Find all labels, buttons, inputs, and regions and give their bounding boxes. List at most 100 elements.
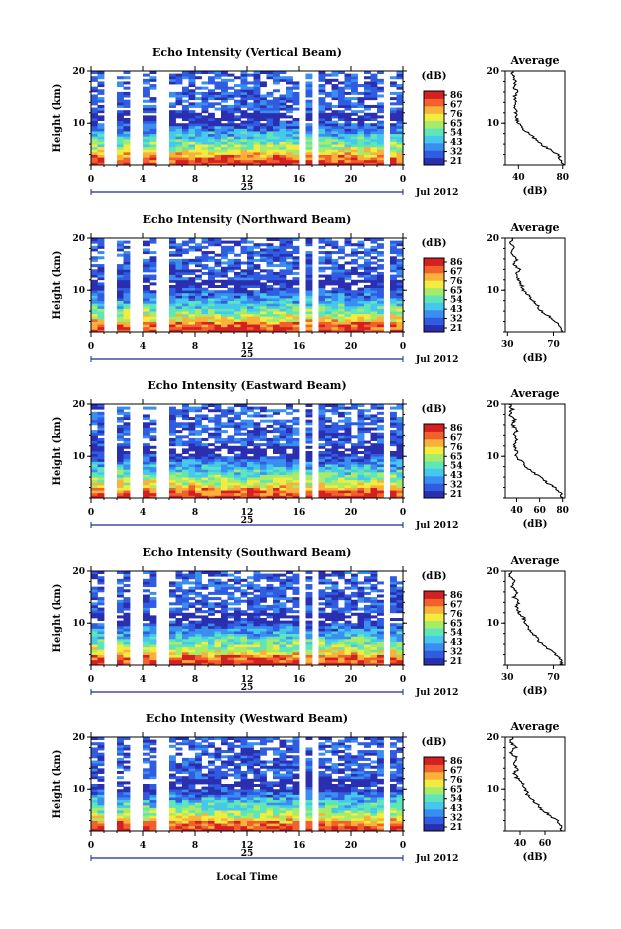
heatmap-cell: [338, 646, 345, 650]
heatmap-cell: [273, 264, 280, 268]
heatmap-cell: [351, 586, 358, 590]
heatmap-cell: [390, 298, 397, 302]
heatmap-cell: [208, 78, 215, 82]
heatmap-cell: [221, 458, 228, 462]
heatmap-cell: [273, 654, 280, 658]
heatmap-cell: [143, 417, 150, 421]
heatmap-cell: [214, 625, 222, 629]
heatmap-cell: [318, 414, 326, 418]
heatmap-cell: [266, 151, 274, 155]
heatmap-cell: [279, 115, 287, 119]
heatmap-cell: [149, 430, 157, 434]
heatmap-cell: [253, 422, 261, 426]
heatmap-cell: [201, 424, 209, 428]
heatmap-cell: [97, 91, 105, 95]
heatmap-cell: [338, 461, 345, 465]
heatmap-cell: [318, 154, 326, 158]
heatmap-cell: [266, 430, 274, 434]
heatmap-cell: [247, 479, 254, 483]
heatmap-cell: [279, 269, 287, 273]
heatmap-cell: [182, 654, 189, 658]
heatmap-cell: [364, 97, 371, 101]
heatmap-cell: [364, 464, 371, 468]
heatmap-cell: [396, 482, 404, 486]
heatmap-cell: [149, 435, 157, 439]
heatmap-cell: [149, 125, 157, 129]
heatmap-cell: [266, 662, 274, 666]
heatmap-cell: [149, 133, 157, 137]
heatmap-cell: [331, 305, 339, 309]
heatmap-cell: [214, 144, 222, 148]
heatmap-cell: [390, 495, 397, 499]
heatmap-cell: [318, 636, 326, 640]
heatmap-cell: [357, 321, 365, 325]
heatmap-cell: [149, 269, 157, 273]
heatmap-cell: [253, 76, 261, 80]
heatmap-cell: [117, 303, 124, 307]
heatmap-cell: [286, 659, 293, 663]
heatmap-cell: [97, 474, 105, 478]
heatmap-cell: [318, 651, 326, 655]
heatmap-cell: [279, 482, 287, 486]
heatmap-cell: [292, 138, 300, 142]
heatmap-cell: [279, 303, 287, 307]
heatmap-cell: [188, 576, 196, 580]
heatmap-cell: [240, 318, 248, 322]
heatmap-cell: [344, 578, 352, 582]
heatmap-cell: [344, 136, 352, 140]
colorbar-tick-label: 21: [450, 490, 463, 500]
heatmap-cell: [331, 162, 339, 166]
heatmap-cell: [227, 636, 235, 640]
heatmap-cell: [234, 318, 241, 322]
heatmap-cell: [195, 162, 202, 166]
heatmap-cell: [266, 657, 274, 661]
heatmap-cell: [390, 112, 397, 116]
heatmap-cell: [240, 654, 248, 658]
heatmap-cell: [201, 487, 209, 491]
heatmap-cell: [305, 285, 313, 289]
heatmap-cell: [143, 435, 150, 439]
heatmap-cell: [260, 649, 267, 653]
heatmap-cell: [117, 141, 124, 145]
heatmap-cell: [201, 245, 209, 249]
colorbar-swatch: [424, 272, 444, 281]
heatmap-cell: [188, 311, 196, 315]
heatmap-cell: [227, 110, 235, 114]
heatmap-cell: [273, 458, 280, 462]
heatmap-cell: [390, 136, 397, 140]
heatmap-cell: [318, 282, 326, 286]
heatmap-cell: [370, 86, 378, 90]
heatmap-cell: [227, 659, 235, 663]
heatmap-cell: [214, 136, 222, 140]
heatmap-cell: [390, 243, 397, 247]
heatmap-cell: [338, 154, 345, 158]
heatmap-cell: [305, 264, 313, 268]
heatmap-cell: [175, 81, 183, 85]
heatmap-cell: [91, 448, 98, 452]
heatmap-cell: [234, 445, 241, 449]
heatmap-cell: [195, 628, 202, 632]
heatmap-cell: [253, 435, 261, 439]
heatmap-cell: [318, 78, 326, 82]
heatmap-cell: [357, 264, 365, 268]
heatmap-cell: [266, 245, 274, 249]
heatmap-cell: [351, 633, 358, 637]
heatmap-cell: [240, 261, 248, 265]
heatmap-cell: [123, 607, 131, 611]
heatmap-cell: [286, 427, 293, 431]
heatmap-cell: [325, 120, 332, 124]
heatmap-cell: [221, 424, 228, 428]
heatmap-cell: [390, 285, 397, 289]
x-tick-label: 12: [241, 508, 254, 518]
heatmap-cell: [188, 633, 196, 637]
heatmap-cell: [143, 646, 150, 650]
heatmap-cell: [390, 417, 397, 421]
heatmap-cell: [370, 274, 378, 278]
heatmap-cell: [97, 440, 105, 444]
heatmap-cell: [286, 104, 293, 108]
heatmap-cell: [364, 492, 371, 496]
heatmap-cell: [331, 144, 339, 148]
heatmap-cell: [234, 571, 241, 575]
heatmap-cell: [325, 578, 332, 582]
heatmap-cell: [240, 91, 248, 95]
